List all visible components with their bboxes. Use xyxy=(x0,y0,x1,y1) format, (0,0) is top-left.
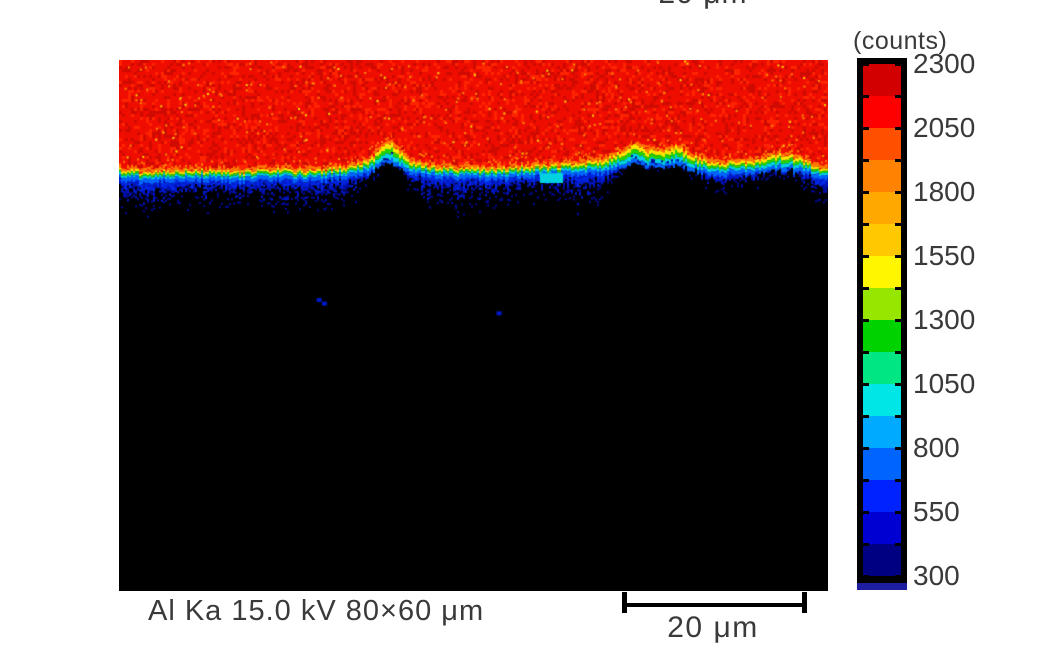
colorbar-tick xyxy=(863,383,869,386)
colorbar-tick xyxy=(895,223,901,226)
colorbar-tick xyxy=(863,511,869,514)
scale-bar-label: 20 μm xyxy=(667,611,759,644)
colorbar-tick-label: 2300 xyxy=(913,48,976,79)
colorbar-tick xyxy=(863,575,869,578)
colorbar-tick xyxy=(863,319,869,322)
scale-bar-end-tick-left xyxy=(622,592,627,613)
colorbar-tick xyxy=(863,255,869,258)
colorbar-segment xyxy=(863,352,901,384)
scale-bar-end-tick-right xyxy=(802,592,807,613)
colorbar-tick xyxy=(895,575,901,578)
colorbar-tick xyxy=(863,191,869,194)
colorbar-tick xyxy=(863,479,869,482)
colorbar-title: (counts) xyxy=(853,27,948,55)
colorbar-tick xyxy=(863,159,869,162)
al-ka-elemental-map xyxy=(119,60,828,591)
colorbar-under-range-strip xyxy=(857,583,907,590)
colorbar-segment xyxy=(863,384,901,416)
colorbar-tick xyxy=(895,415,901,418)
colorbar-segment xyxy=(863,544,901,576)
colorbar-tick xyxy=(895,191,901,194)
colorbar-tick-label: 1550 xyxy=(913,240,976,271)
colorbar-tick xyxy=(895,159,901,162)
colorbar-tick xyxy=(895,63,901,66)
colorbar-tick xyxy=(895,255,901,258)
scale-bar-line xyxy=(625,603,806,607)
top-clipped-scale-label: 20 μm xyxy=(648,0,758,11)
colorbar-tick-label: 1800 xyxy=(913,176,976,207)
colorbar-segment xyxy=(863,448,901,480)
colorbar-tick xyxy=(863,287,869,290)
colorbar-tick-label: 2050 xyxy=(913,112,976,143)
colorbar-tick xyxy=(863,543,869,546)
colorbar-tick xyxy=(863,63,869,66)
map-caption: Al Ka 15.0 kV 80×60 μm xyxy=(148,595,485,627)
colorbar-segment xyxy=(863,160,901,192)
colorbar xyxy=(857,58,907,583)
colorbar-segment xyxy=(863,480,901,512)
colorbar-segment xyxy=(863,288,901,320)
colorbar-segment xyxy=(863,128,901,160)
colorbar-tick xyxy=(863,95,869,98)
colorbar-tick xyxy=(895,95,901,98)
colorbar-tick xyxy=(895,383,901,386)
colorbar-tick xyxy=(895,543,901,546)
colorbar-tick-label: 1300 xyxy=(913,304,976,335)
colorbar-segment xyxy=(863,512,901,544)
colorbar-tick-label: 1050 xyxy=(913,368,976,399)
colorbar-segment xyxy=(863,416,901,448)
colorbar-tick xyxy=(863,351,869,354)
colorbar-tick xyxy=(863,415,869,418)
colorbar-segment xyxy=(863,320,901,352)
colorbar-segment xyxy=(863,192,901,224)
colorbar-tick xyxy=(895,287,901,290)
colorbar-tick xyxy=(895,511,901,514)
colorbar-tick xyxy=(895,319,901,322)
colorbar-tick xyxy=(863,127,869,130)
colorbar-tick-label: 550 xyxy=(913,496,960,527)
colorbar-segment xyxy=(863,64,901,96)
colorbar-tick-label: 300 xyxy=(913,560,960,591)
colorbar-segment xyxy=(863,256,901,288)
colorbar-segment xyxy=(863,224,901,256)
colorbar-tick xyxy=(895,447,901,450)
colorbar-tick xyxy=(895,127,901,130)
colorbar-tick xyxy=(895,479,901,482)
colorbar-tick-label: 800 xyxy=(913,432,960,463)
colorbar-segment xyxy=(863,96,901,128)
colorbar-tick xyxy=(863,447,869,450)
colorbar-tick xyxy=(863,223,869,226)
colorbar-tick xyxy=(895,351,901,354)
